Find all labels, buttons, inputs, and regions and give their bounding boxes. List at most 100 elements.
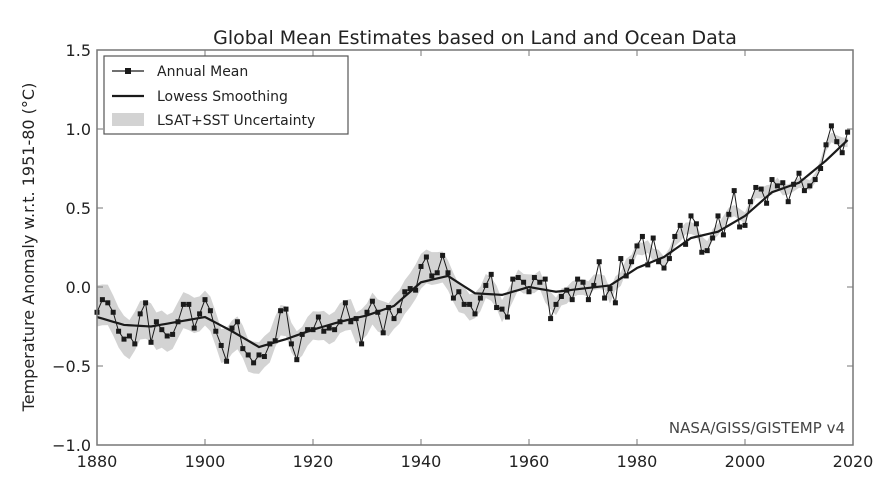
annual-mean-point <box>764 200 770 206</box>
x-tick-label: 1920 <box>293 452 334 471</box>
annual-mean-point <box>159 327 165 333</box>
annual-mean-point <box>245 352 251 358</box>
annual-mean-point <box>839 150 845 156</box>
y-tick-label: 1.5 <box>66 41 91 60</box>
annual-mean-point <box>402 289 408 295</box>
annual-mean-point <box>197 311 203 317</box>
annual-mean-point <box>326 325 332 331</box>
annual-mean-point <box>818 166 824 171</box>
annual-mean-point <box>105 300 111 306</box>
annual-mean-point <box>310 327 316 333</box>
y-tick-label: 1.0 <box>66 120 91 139</box>
annual-mean-point <box>591 282 597 288</box>
y-tick-label: −1.0 <box>52 436 91 455</box>
annual-mean-point <box>526 289 532 295</box>
annual-mean-point <box>342 300 348 306</box>
annual-mean-point <box>704 248 710 254</box>
annual-mean-point <box>639 233 645 239</box>
annual-mean-point <box>353 316 359 322</box>
annual-mean-point <box>780 180 786 186</box>
x-tick-label: 2000 <box>725 452 766 471</box>
uncertainty-band-area <box>97 132 848 374</box>
annual-mean-point <box>747 199 753 205</box>
annual-mean-point <box>494 305 500 311</box>
annual-mean-point <box>267 341 273 347</box>
annual-mean-point <box>693 221 699 227</box>
x-tick-label: 2020 <box>833 452 874 471</box>
annual-mean-point <box>710 235 716 241</box>
annual-mean-point <box>661 265 667 271</box>
annual-mean-point <box>305 327 311 333</box>
annual-mean-point <box>202 297 208 303</box>
annual-mean-point <box>170 331 176 337</box>
annual-mean-point <box>683 241 689 247</box>
annual-mean-point <box>758 186 764 192</box>
annual-mean-point <box>666 256 672 262</box>
annual-mean-point <box>218 342 224 348</box>
annual-mean-point <box>396 308 402 314</box>
legend-lowess: Lowess Smoothing <box>157 89 288 105</box>
annual-mean-point <box>261 354 267 360</box>
annual-mean-point <box>553 301 559 307</box>
annual-mean-point <box>434 270 440 276</box>
annual-mean-point <box>769 177 775 183</box>
annual-mean-point <box>153 319 159 325</box>
annual-mean-point <box>488 271 494 277</box>
annual-mean-point <box>645 262 651 268</box>
annual-mean-point <box>321 328 327 334</box>
annual-mean-point <box>229 325 235 331</box>
annual-mean-point <box>720 232 726 238</box>
annual-mean-point <box>607 286 613 292</box>
x-tick-label: 1960 <box>509 452 550 471</box>
annual-mean-point <box>294 357 300 363</box>
annual-mean-point <box>515 275 521 281</box>
annual-mean-point <box>801 188 807 194</box>
annual-mean-point <box>186 301 192 307</box>
annual-mean-point <box>369 298 375 304</box>
annual-mean-point <box>450 295 456 301</box>
annual-mean-point <box>791 181 797 187</box>
chart-title: Global Mean Estimates based on Land and … <box>213 27 737 49</box>
annual-mean-point <box>845 129 851 135</box>
annual-mean-point <box>423 254 429 260</box>
annual-mean-point <box>828 123 834 129</box>
annual-mean-point <box>461 301 467 307</box>
annual-mean-point <box>110 309 116 315</box>
plot-frame <box>96 49 854 446</box>
legend: Annual Mean Lowess Smoothing LSAT+SST Un… <box>103 55 349 135</box>
annual-mean-point <box>315 314 321 320</box>
annual-mean-point <box>278 308 284 314</box>
annual-mean-point <box>812 177 818 183</box>
annual-mean-point <box>116 328 122 334</box>
y-tick-label: 0.5 <box>66 199 91 218</box>
annual-mean-point <box>467 301 473 307</box>
annual-mean-point <box>688 213 694 219</box>
annual-mean-point <box>618 256 624 262</box>
annual-mean-point <box>472 311 478 317</box>
annual-mean-point <box>834 139 840 145</box>
annual-mean-point <box>823 142 829 148</box>
annual-mean-point <box>499 306 505 312</box>
annual-mean-point <box>537 279 543 285</box>
annual-mean-point <box>796 170 802 176</box>
lowess-smoothing-line <box>96 139 849 349</box>
annual-mean-point <box>143 300 149 306</box>
annual-mean-point <box>569 297 575 303</box>
annual-mean-point <box>575 276 581 282</box>
annual-mean-point <box>224 358 230 364</box>
annual-mean-point <box>283 306 289 312</box>
annual-mean-point <box>580 279 586 285</box>
annual-mean-point <box>585 297 591 303</box>
annual-mean-point <box>191 325 197 331</box>
y-tick-label: −0.5 <box>52 357 91 376</box>
annual-mean-point <box>299 331 305 337</box>
annual-mean-point <box>785 199 791 205</box>
annual-mean-point <box>413 287 419 293</box>
annual-mean-point <box>132 341 138 347</box>
annual-mean-point <box>558 293 564 299</box>
y-tick-label: 0.0 <box>66 278 91 297</box>
annual-mean-point <box>407 286 413 292</box>
annual-mean-point <box>602 295 608 301</box>
annual-mean-point <box>699 249 705 255</box>
